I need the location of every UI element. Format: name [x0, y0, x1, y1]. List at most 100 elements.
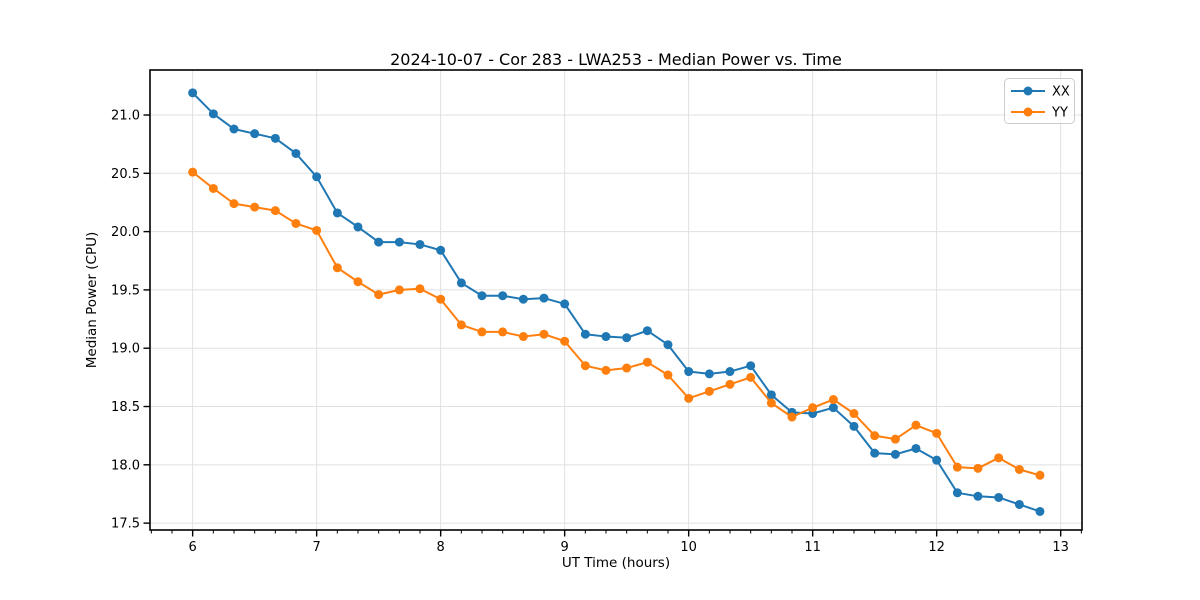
legend-label-yy: YY [1051, 106, 1068, 121]
data-point-xx [828, 403, 838, 413]
data-point-xx [601, 332, 611, 342]
legend-marker-yy [1023, 107, 1033, 117]
data-point-yy [704, 386, 714, 396]
chart-title: 2024-10-07 - Cor 283 - LWA253 - Median P… [390, 50, 842, 69]
x-tick-label: 12 [928, 540, 945, 555]
data-point-yy [208, 183, 218, 193]
data-point-yy [394, 285, 404, 295]
x-tick-label: 6 [189, 540, 197, 555]
data-point-yy [374, 290, 384, 300]
x-tick-label: 9 [561, 540, 569, 555]
legend-label-xx: XX [1052, 85, 1070, 100]
data-point-xx [684, 367, 694, 377]
y-tick-label: 19.0 [111, 342, 140, 357]
y-tick-label: 20.0 [111, 225, 140, 240]
data-point-yy [766, 398, 776, 408]
data-point-yy [332, 263, 342, 273]
data-point-xx [746, 361, 756, 371]
data-series [188, 88, 1045, 516]
data-point-yy [808, 403, 818, 413]
data-point-yy [539, 329, 549, 339]
data-point-xx [766, 390, 776, 400]
legend: XX YY [1004, 78, 1075, 124]
data-point-xx [456, 278, 466, 288]
data-point-xx [642, 326, 652, 336]
data-point-yy [353, 277, 363, 287]
data-point-yy [415, 284, 425, 294]
data-point-yy [746, 372, 756, 382]
data-point-xx [250, 129, 260, 139]
series-line-yy [191, 171, 1041, 477]
data-point-xx [498, 291, 508, 301]
y-tick-label: 19.5 [111, 283, 140, 298]
data-point-xx [229, 124, 239, 134]
data-point-yy [622, 363, 632, 373]
x-axis-label: UT Time (hours) [562, 555, 670, 571]
y-tick-label: 17.5 [111, 517, 140, 532]
data-point-xx [312, 172, 322, 182]
data-point-yy [498, 327, 508, 337]
data-point-yy [291, 218, 301, 228]
data-point-yy [518, 332, 528, 342]
data-point-xx [188, 88, 198, 98]
data-point-xx [332, 208, 342, 218]
data-point-yy [456, 320, 466, 330]
data-point-xx [1035, 506, 1045, 516]
plot-border [149, 69, 1083, 531]
data-point-xx [663, 340, 673, 350]
data-point-xx [415, 239, 425, 249]
data-point-yy [663, 370, 673, 380]
data-point-yy [870, 431, 880, 441]
x-tick-label: 11 [804, 540, 821, 555]
data-point-yy [952, 462, 962, 472]
data-point-xx [890, 449, 900, 459]
data-point-xx [622, 333, 632, 343]
data-point-xx [270, 133, 280, 143]
x-tick-label: 10 [680, 540, 697, 555]
data-point-yy [580, 361, 590, 371]
data-point-yy [973, 463, 983, 473]
data-point-yy [828, 395, 838, 405]
data-point-yy [477, 327, 487, 337]
data-point-xx [994, 492, 1004, 502]
data-point-yy [932, 428, 942, 438]
data-point-yy [1035, 470, 1045, 480]
data-point-xx [539, 293, 549, 303]
x-tick-label: 13 [1052, 540, 1069, 555]
data-point-yy [188, 167, 198, 177]
data-point-yy [890, 434, 900, 444]
x-tick-label: 7 [313, 540, 321, 555]
data-point-xx [952, 488, 962, 498]
data-point-yy [250, 202, 260, 212]
data-point-yy [642, 357, 652, 367]
data-point-yy [787, 412, 797, 422]
y-tick-label: 20.5 [111, 167, 140, 182]
data-point-yy [725, 379, 735, 389]
grid-lines [150, 70, 1082, 530]
data-point-yy [270, 206, 280, 216]
data-point-yy [1014, 464, 1024, 474]
legend-marker-xx [1023, 86, 1033, 96]
data-point-yy [436, 294, 446, 304]
data-point-xx [725, 367, 735, 377]
data-point-yy [994, 453, 1004, 463]
data-point-xx [911, 443, 921, 453]
y-axis-label: Median Power (CPU) [84, 232, 100, 368]
data-point-xx [436, 245, 446, 255]
y-tick-label: 21.0 [111, 109, 140, 124]
data-point-xx [394, 237, 404, 247]
data-point-xx [1014, 499, 1024, 509]
x-tick-label: 8 [437, 540, 445, 555]
data-point-yy [560, 336, 570, 346]
data-point-yy [911, 420, 921, 430]
data-point-yy [312, 225, 322, 235]
data-point-xx [973, 491, 983, 501]
data-point-xx [704, 369, 714, 379]
axis-ticks: 6 7 8 9 10 11 12 13 17.5 18.0 18.5 19.0 19.5 20.0 20.5… [111, 109, 1082, 555]
data-point-xx [477, 291, 487, 301]
data-point-xx [870, 448, 880, 458]
data-point-yy [684, 393, 694, 403]
data-point-xx [353, 222, 363, 232]
data-point-xx [560, 299, 570, 309]
